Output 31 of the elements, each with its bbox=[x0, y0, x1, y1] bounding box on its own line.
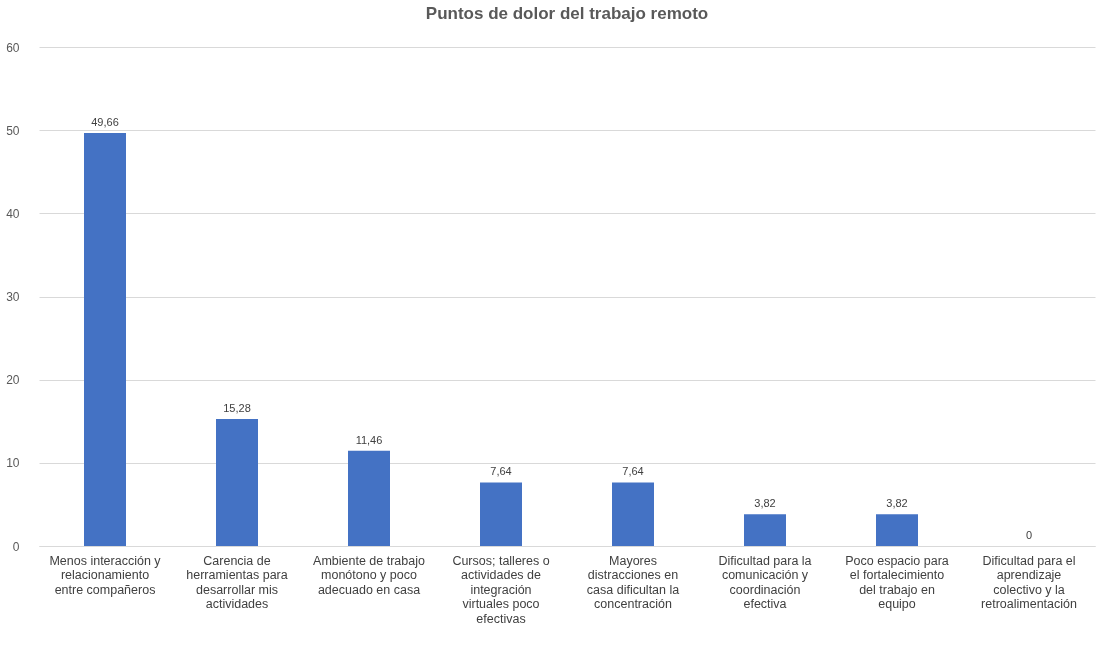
y-tick-label: 10 bbox=[6, 456, 20, 471]
data-label: 3,82 bbox=[754, 497, 776, 510]
bar bbox=[348, 450, 390, 546]
x-tick-label: Cursos; talleres o actividades de integración virtuales poco efectivas bbox=[452, 553, 550, 626]
data-label: 0 bbox=[1025, 529, 1033, 541]
y-tick-label: 30 bbox=[6, 290, 20, 304]
data-label: 7,64 bbox=[490, 465, 512, 478]
x-tick-label: Dificultad para el aprendizaje colectivo y la retroalimentación bbox=[981, 553, 1077, 611]
y-tick-label: 50 bbox=[6, 123, 20, 138]
data-label: 49,66 bbox=[91, 115, 119, 128]
data-label: 3,82 bbox=[886, 497, 908, 510]
y-tick-label: 0 bbox=[12, 539, 20, 554]
x-tick-label: Carencia de herramientas para desarrollar mis actividades bbox=[186, 553, 288, 611]
bar bbox=[216, 418, 258, 546]
x-tick-label: Dificultad para la comunicación y coordinación efectiva bbox=[718, 553, 812, 611]
x-tick-label: Menos interacción y relacionamiento entre compañeros bbox=[49, 553, 162, 597]
x-tick-label: Ambiente de trabajo monótono y poco adecuado en casa bbox=[313, 553, 425, 597]
chart-title: Puntos de dolor del trabajo remoto bbox=[425, 4, 709, 23]
bar bbox=[744, 514, 786, 546]
bar bbox=[612, 482, 654, 546]
bar bbox=[876, 514, 918, 546]
y-tick-label: 60 bbox=[6, 40, 20, 55]
bar bbox=[84, 132, 126, 546]
x-tick-label: Poco espacio para el fortalecimiento del trabajo en equipo bbox=[845, 553, 949, 611]
bar bbox=[480, 482, 522, 546]
y-tick-label: 40 bbox=[6, 206, 20, 221]
data-label: 11,46 bbox=[355, 433, 383, 446]
data-label: 15,28 bbox=[223, 401, 251, 414]
y-tick-label: 20 bbox=[6, 373, 20, 388]
x-tick-label: Mayores distracciones en casa dificultan la concentración bbox=[586, 553, 680, 611]
data-label: 7,64 bbox=[622, 465, 644, 478]
